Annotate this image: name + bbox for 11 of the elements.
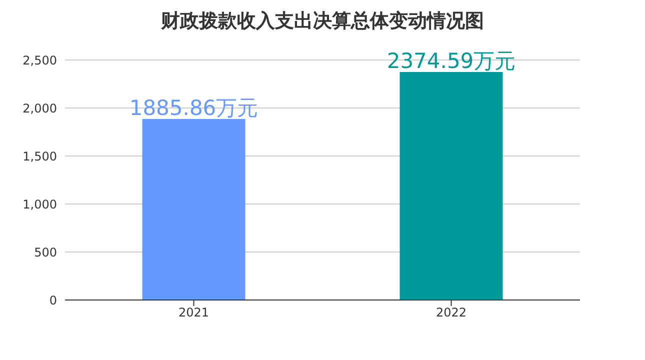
y-tick-label: 2,500	[22, 53, 57, 68]
x-tick-label: 2021	[178, 306, 210, 320]
x-tick-label: 2022	[436, 306, 467, 320]
y-tick-label: 1,500	[22, 149, 57, 164]
data-label: 2374.59万元	[386, 49, 516, 74]
y-tick-label: 2,000	[22, 101, 57, 116]
y-tick-label: 500	[34, 245, 57, 260]
y-tick-label: 0	[49, 293, 57, 308]
chart-title: 财政拨款收入支出决算总体变动情况图	[160, 9, 485, 34]
y-tick-label: 1,000	[22, 197, 57, 212]
data-label: 1885.86万元	[129, 96, 258, 120]
